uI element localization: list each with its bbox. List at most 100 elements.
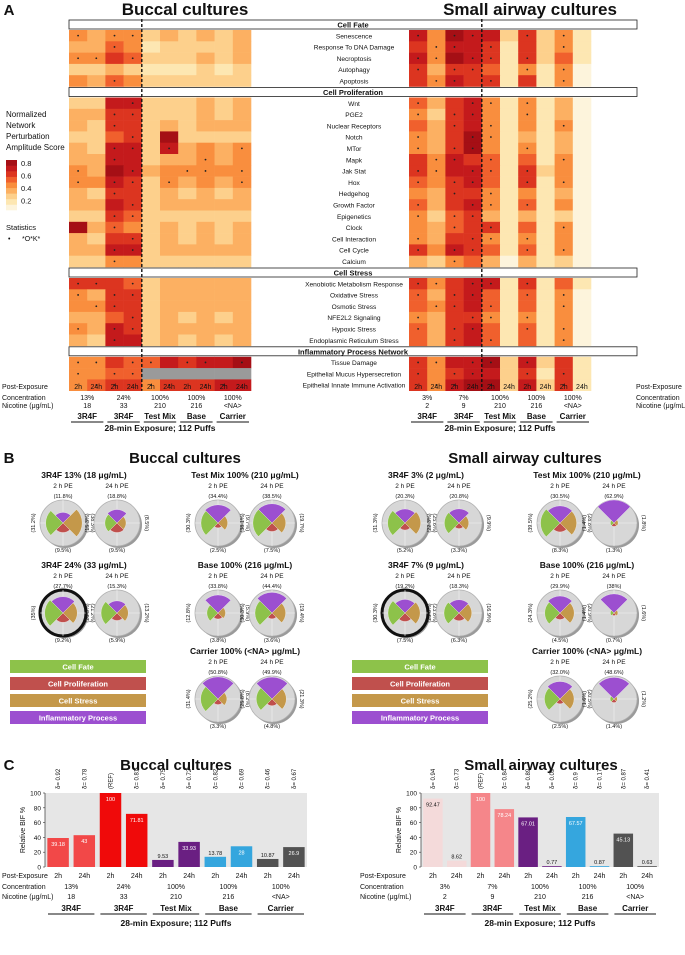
buccal-legend-swatch (10, 677, 146, 690)
airway-heatmap-cell (536, 75, 555, 87)
buccal-heatmap-cell (214, 255, 234, 268)
airway-y-axis-label: Relative BIF % (396, 807, 403, 853)
airway-heatmap-cell (463, 255, 483, 268)
pie-bottom-percentage: (0.7%) (606, 638, 622, 644)
pie-top-percentage: (20.8%) (449, 494, 468, 500)
airway-heatmap-cell (554, 187, 574, 200)
buccal-heatmap-cell (232, 233, 252, 245)
cell-stress-sector (217, 692, 228, 706)
significance-dot (435, 79, 438, 82)
airway-timepoint-label: 2h (477, 873, 485, 880)
buccal-heatmap-cell (196, 323, 215, 335)
significance-dot (113, 181, 116, 184)
airway-delta-annotation: δ= 0.17 (598, 768, 604, 789)
cell-fate-sector (540, 509, 561, 537)
buccal-timepoint-label: 2h (147, 384, 155, 391)
significance-dot (168, 384, 171, 386)
cell-stress-sector (62, 602, 78, 624)
airway-heatmap-cell (427, 97, 446, 110)
statistics-legend-text: *O*K* (22, 236, 41, 243)
airway-heatmap-cell (427, 142, 446, 155)
buccal-delta-annotation: δ= 0.46 (266, 768, 272, 789)
significance-dot (471, 215, 474, 218)
buccal-heatmap-cell (196, 289, 215, 301)
buccal-heatmap-cell (214, 97, 234, 110)
inflammatory-process-sector (257, 592, 287, 614)
pathway-row-label: Xenobiotic Metabolism Response (305, 281, 403, 288)
buccal-bar-concentration-label: 100% (219, 884, 237, 891)
airway-delta-annotation: δ= 0.9 (574, 771, 580, 789)
buccal-heatmap-cell (178, 52, 197, 65)
buccal-heatmap-cell (196, 300, 215, 313)
buccal-heatmap-cell (141, 300, 161, 313)
significance-dot (417, 327, 419, 330)
cell-fate-sector (610, 520, 615, 526)
pathway-row-label: Growth Factor (333, 203, 376, 210)
airway-heatmap-cell (409, 154, 428, 166)
cell-fate-sector (544, 601, 561, 625)
cell-fate-sector (104, 514, 118, 532)
significance-dot (562, 34, 565, 37)
panel-b-buccal-title: Buccal cultures (129, 450, 241, 467)
buccal-heatmap-cell (87, 187, 106, 200)
airway-heatmap-cell (572, 356, 592, 369)
airway-heatmap-cell (572, 233, 592, 245)
buccal-heatmap-cell (178, 244, 197, 256)
significance-dot (526, 113, 529, 116)
buccal-heatmap-cell (214, 199, 234, 211)
significance-dot (562, 372, 565, 375)
significance-dot (490, 339, 492, 342)
buccal-heatmap-cell (141, 75, 161, 87)
pie-right-percentage: (25.6%) (431, 513, 437, 532)
significance-dot (113, 215, 116, 218)
airway-heatmap-cell (445, 311, 464, 324)
significance-dot (526, 170, 529, 172)
airway-heatmap-cell (427, 221, 446, 234)
airway-timepoint-label: 24h (546, 873, 558, 880)
airway-timepoint-label: 24h (498, 873, 510, 880)
airway-bar-nicotine-label: 2 (443, 894, 447, 901)
buccal-heatmap-cell (196, 131, 215, 143)
buccal-heatmap-cell (87, 368, 106, 380)
buccal-bar (256, 858, 279, 867)
airway-heatmap-cell (500, 244, 519, 256)
airway-heatmap-cell (554, 210, 574, 223)
airway-pie-group-title: Carrier 100% (<NA> μg/mL) (532, 646, 642, 656)
significance-dot (435, 158, 438, 161)
pie-right-percentage: (21.3%) (298, 689, 304, 708)
airway-heatmap-cell (536, 233, 555, 245)
airway-heatmap-cell (554, 278, 574, 290)
buccal-heatmap-cell (196, 187, 215, 200)
airway-heatmap-cell (500, 187, 519, 200)
significance-dot (417, 57, 419, 60)
significance-dot (77, 294, 79, 296)
buccal-delta-annotation: δ= 0.69 (240, 768, 246, 789)
buccal-exposure-caption: 28-min Exposure; 112 Puffs (104, 423, 215, 433)
buccal-pie-timepoint-label: 2 h PE (53, 573, 73, 580)
significance-dot (186, 361, 189, 364)
buccal-heatmap-cell (196, 142, 215, 155)
buccal-timepoint-label: 2h (111, 384, 119, 391)
significance-dot (77, 170, 79, 172)
buccal-concentration-label: 13% (80, 395, 94, 402)
buccal-heatmap-cell (178, 289, 197, 301)
pie-left-percentage: (25.2%) (528, 689, 534, 708)
significance-dot (490, 226, 492, 229)
significance-dot (241, 361, 243, 364)
buccal-heatmap-cell (232, 289, 252, 301)
significance-dot (490, 79, 492, 82)
buccal-heatmap-cell (69, 379, 88, 391)
airway-heatmap-cell (500, 368, 519, 380)
buccal-bar-title: Buccal cultures (120, 757, 232, 774)
buccal-heatmap-cell (69, 120, 88, 132)
buccal-heatmap-cell (141, 41, 161, 53)
buccal-delta-annotation: δ= 0.78 (82, 768, 88, 789)
airway-timepoint-label: 24h (641, 873, 653, 880)
buccal-y-axis-label: Relative BIF % (20, 807, 27, 853)
inflammatory-process-sector (204, 504, 232, 524)
buccal-heatmap-cell (196, 108, 215, 121)
buccal-heatmap-cell (141, 108, 161, 121)
airway-heatmap-cell (481, 142, 501, 155)
airway-heatmap-cell (518, 300, 537, 313)
buccal-heatmap-cell (69, 334, 88, 347)
